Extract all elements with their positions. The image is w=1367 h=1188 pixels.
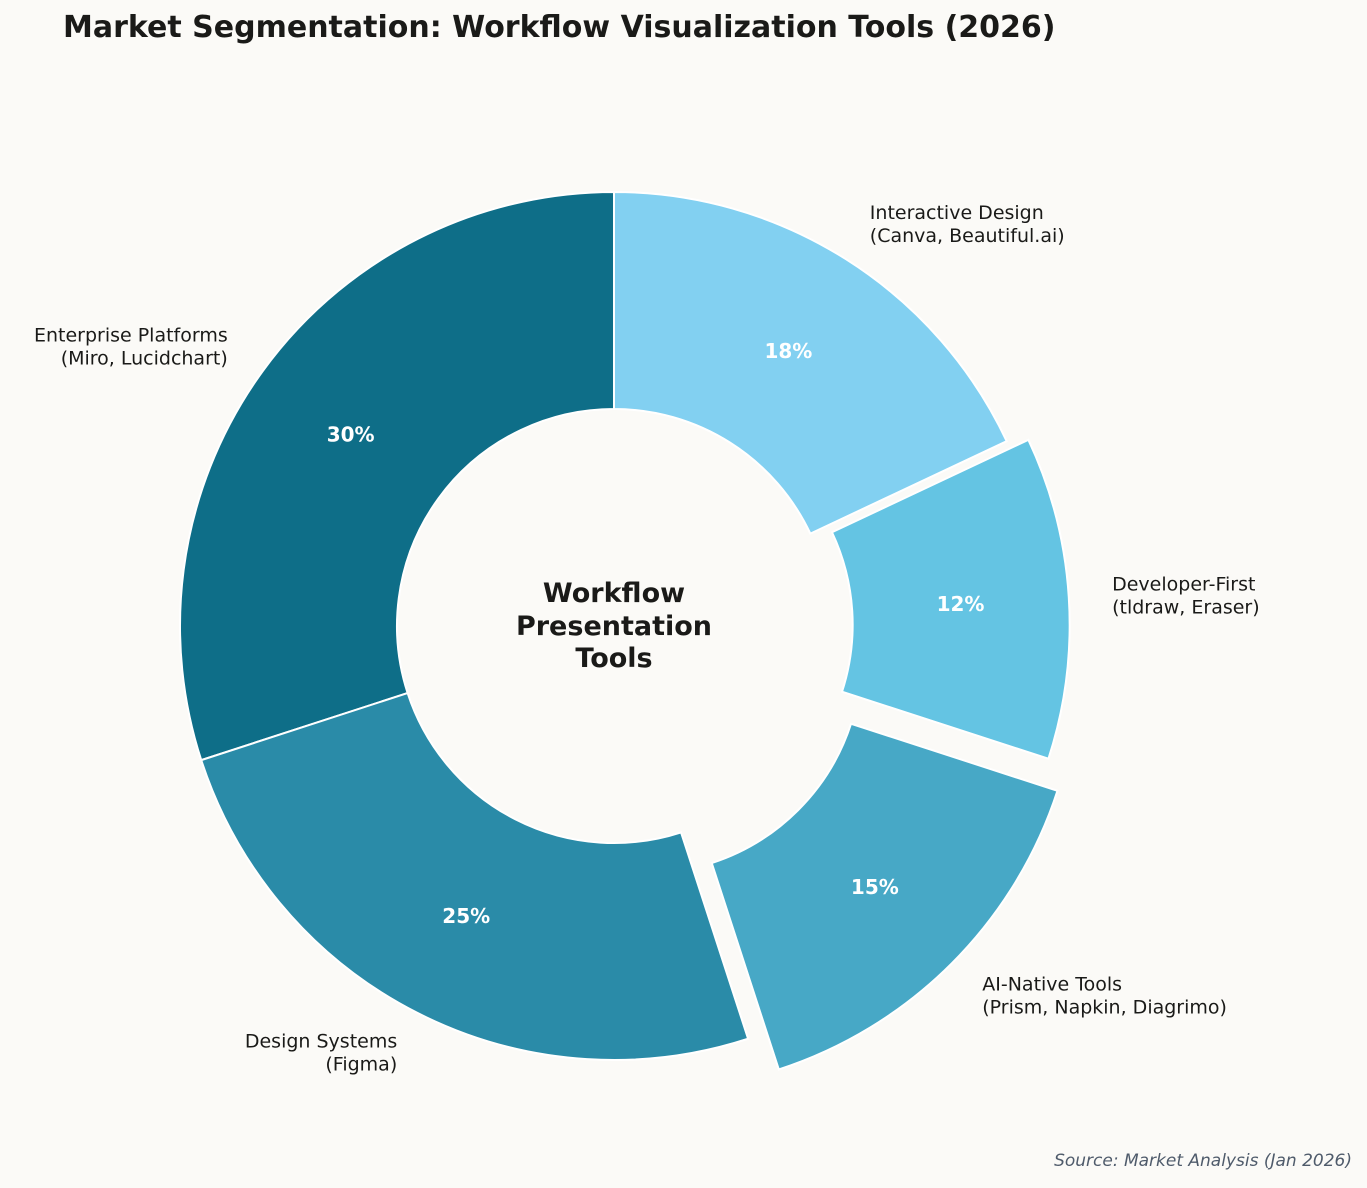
wedge-design-systems [199,691,750,1062]
donut-wedges [178,190,1071,1071]
source-note: Source: Market Analysis (Jan 2026) [1054,1151,1352,1171]
percent-label: 30% [327,423,375,447]
center-label: Workflow Presentation Tools [516,578,712,674]
center-label-line-2: Presentation [516,611,712,642]
percent-label: 18% [764,339,812,363]
segment-label: Developer-First (tldraw, Eraser) [1112,574,1260,619]
percent-label: 12% [937,592,985,616]
segment-label: Enterprise Platforms (Miro, Lucidchart) [34,324,228,369]
wedge-enterprise-platforms [178,190,615,762]
wedge-interactive-design [613,190,1009,535]
percent-label: 15% [851,875,899,899]
percent-labels: 30% 25% 15% 12% 18% [327,339,985,928]
chart-title: Market Segmentation: Workflow Visualizat… [63,10,1056,45]
segment-label: Interactive Design (Canva, Beautiful.ai) [870,202,1065,247]
center-label-line-3: Tools [575,643,652,674]
center-label-line-1: Workflow [543,578,685,609]
wedge-ai-native-tools [710,722,1059,1071]
segment-labels: Enterprise Platforms (Miro, Lucidchart) De… [34,202,1260,1075]
segment-label: AI-Native Tools (Prism, Napkin, Diagrimo) [982,973,1227,1018]
wedge-developer-first [830,438,1071,761]
segment-label: Design Systems (Figma) [245,1030,397,1075]
percent-label: 25% [442,904,490,928]
